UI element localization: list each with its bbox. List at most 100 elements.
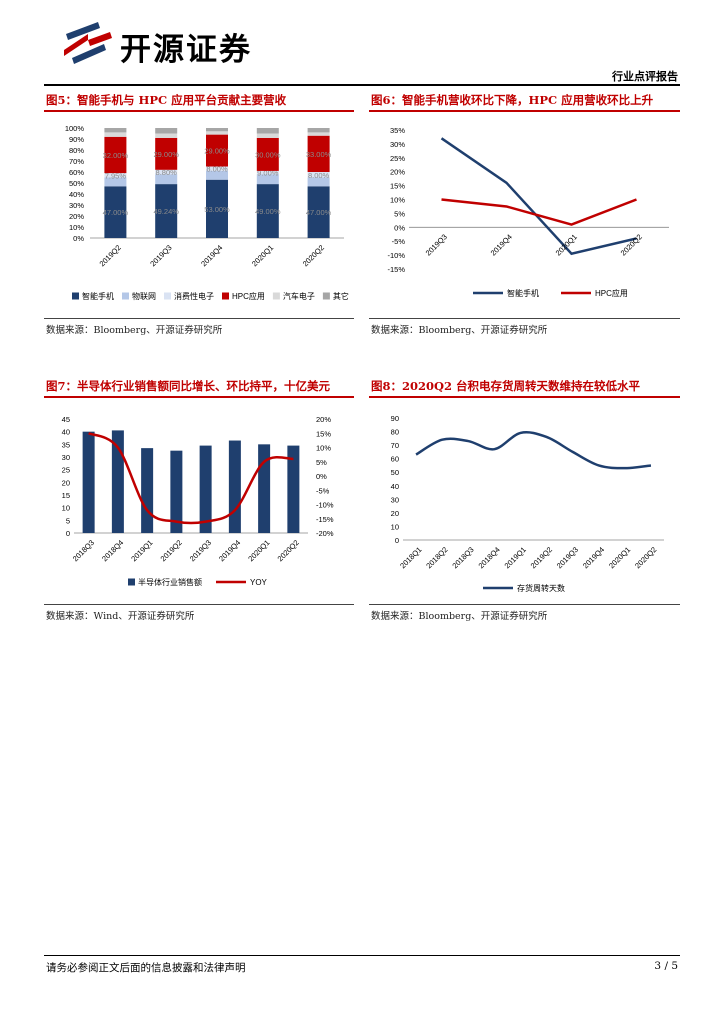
y-tick-label: 40% — [69, 190, 84, 199]
legend-swatch-1 — [122, 292, 129, 300]
legend-label-4: 汽车电子 — [283, 291, 315, 301]
footer-disclaimer: 请务必参阅正文后面的信息披露和法律声明 — [46, 962, 246, 974]
yoy-line — [88, 432, 294, 525]
data-label: 47.00% — [103, 208, 129, 217]
x-tick-label: 2019Q3 — [148, 243, 173, 268]
legend-label-1: 物联网 — [132, 291, 156, 301]
data-label: 8.00% — [206, 165, 228, 174]
y2-tick-label: 15% — [316, 429, 331, 438]
stacked-bar-segment — [104, 136, 127, 174]
figure-5-title-rule — [44, 110, 354, 112]
y-tick-label: 0 — [66, 529, 70, 538]
stacked-bar-segment — [104, 132, 127, 137]
logo-icon — [64, 22, 112, 64]
figure-5-source: 数据来源：Bloomberg、开源证券研究所 — [46, 325, 223, 336]
legend-swatch-3 — [222, 292, 229, 300]
y2-tick-label: 10% — [316, 444, 331, 453]
y-tick-label: 60 — [391, 455, 399, 464]
figure-5-title: 图5：智能手机与 HPC 应用平台贡献主要营收 — [46, 93, 287, 107]
stacked-bar-segment — [307, 135, 330, 172]
x-tick-label: 2020Q1 — [250, 243, 275, 268]
figure-6-chart: 35% 30% 25% 20% 15% 10% 5% 0% -5% -10% -15% 2019Q3 2… — [387, 126, 669, 298]
data-label: 30.00% — [255, 150, 281, 159]
y-tick-label: 5 — [66, 516, 70, 525]
figure-6-title: 图6：智能手机营收环比下降，HPC 应用营收环比上升 — [371, 93, 654, 107]
x-tick-label: 2020Q2 — [276, 538, 301, 563]
y-tick-label: 30% — [390, 140, 405, 149]
sales-bar — [287, 445, 300, 533]
y-tick-label: 5% — [394, 209, 405, 218]
data-label: 33.00% — [306, 150, 332, 159]
stacked-bar-segment — [256, 137, 279, 171]
data-label: 29.00% — [153, 150, 179, 159]
figure-6-title-rule — [369, 110, 680, 112]
stacked-bar-segment — [206, 134, 228, 167]
data-label: 47.00% — [306, 208, 332, 217]
x-tick-label: 2018Q1 — [398, 545, 423, 570]
y-tick-label: 35 — [62, 440, 70, 449]
stacked-bar-segment — [206, 131, 228, 135]
y-tick-label: 25 — [62, 466, 70, 475]
y2-tick-label: -15% — [316, 515, 334, 524]
legend-swatch-0 — [72, 292, 79, 300]
y-tick-label: 20 — [62, 478, 70, 487]
x-tick-label: 2018Q2 — [424, 545, 449, 570]
x-tick-label: 2019Q3 — [188, 538, 213, 563]
stacked-bar-segment — [155, 133, 178, 138]
x-tick-label: 2020Q1 — [607, 545, 632, 570]
y-tick-label: 80% — [69, 146, 84, 155]
stacked-bar-segment — [155, 128, 178, 134]
inventory-days-line — [415, 430, 652, 470]
stacked-bar-segment — [256, 174, 279, 185]
stacked-bar-segment — [307, 186, 330, 238]
figure-8-source-rule — [369, 604, 680, 605]
figure-6-source-rule — [369, 318, 680, 319]
figure-7-source: 数据来源：Wind、开源证券研究所 — [46, 611, 195, 622]
stacked-bar-segment — [206, 128, 228, 132]
sales-bar — [82, 431, 95, 533]
legend-swatch-2 — [164, 292, 171, 300]
y-tick-label: 100% — [65, 124, 85, 133]
y-tick-label: 80 — [391, 428, 399, 437]
y2-tick-label: -5% — [316, 486, 330, 495]
figure-8-title-rule — [369, 396, 680, 398]
y-tick-label: 25% — [390, 154, 405, 163]
x-tick-label: 2019Q1 — [129, 538, 154, 563]
stacked-bar-segment — [155, 169, 178, 175]
stacked-bar-segment — [256, 170, 279, 175]
x-tick-label: 2019Q2 — [529, 545, 554, 570]
stacked-bar-segment — [104, 173, 127, 178]
y-tick-label: -5% — [392, 237, 406, 246]
y2-tick-label: 5% — [316, 458, 327, 467]
y2-tick-label: -10% — [316, 501, 334, 510]
data-label: 53.00% — [204, 205, 230, 214]
x-tick-label: 2018Q3 — [71, 538, 96, 563]
stacked-bar-segment — [307, 132, 330, 136]
legend-label-1: YOY — [250, 578, 268, 587]
figure-8-title: 图8：2020Q2 台积电存货周转天数维持在较低水平 — [371, 379, 641, 393]
legend-label-0: 半导体行业销售额 — [138, 577, 202, 587]
legend-swatch-4 — [272, 292, 280, 300]
y-tick-label: 40 — [62, 428, 70, 437]
y-tick-label: 10 — [391, 522, 399, 531]
legend-label-3: HPC应用 — [232, 291, 265, 301]
figure-8-source: 数据来源：Bloomberg、开源证券研究所 — [371, 611, 548, 622]
x-tick-label: 2019Q4 — [581, 545, 606, 570]
stacked-bar-segment — [256, 128, 279, 134]
data-label: 9.00% — [257, 169, 279, 178]
y2-tick-label: 0% — [316, 472, 327, 481]
logo-text: 开源证券 — [120, 32, 252, 68]
x-tick-label: 2020Q2 — [633, 545, 658, 570]
stacked-bar-segment — [206, 166, 228, 171]
y-tick-label: 20 — [391, 509, 399, 518]
y-tick-label: 20% — [390, 168, 405, 177]
page-header: 开源证券 行业点评报告 — [0, 0, 724, 90]
x-tick-label: 2019Q4 — [199, 243, 224, 268]
stacked-bar-segment — [307, 128, 330, 133]
y-tick-label: 10 — [62, 504, 70, 513]
y-tick-label: 35% — [390, 126, 405, 135]
stacked-bar-segment — [104, 177, 127, 187]
data-label: 7.95% — [105, 171, 127, 180]
y2-tick-label: 20% — [316, 415, 331, 424]
y2-tick-label: -20% — [316, 529, 334, 538]
